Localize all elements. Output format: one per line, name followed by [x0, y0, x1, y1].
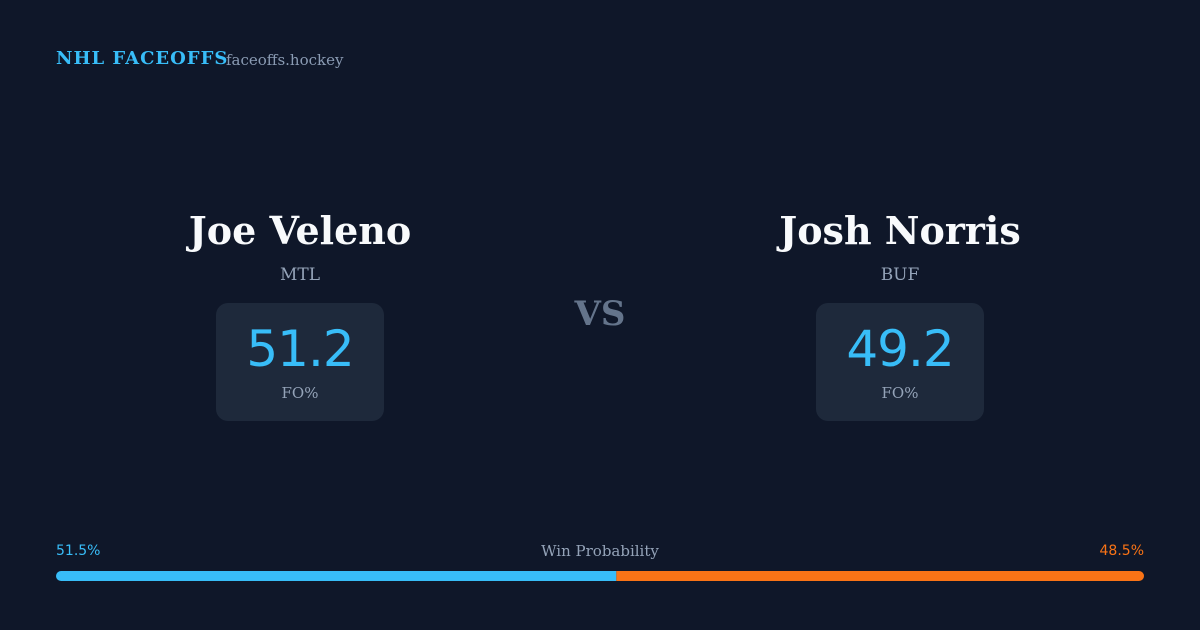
stat-value: 49.2	[846, 320, 954, 378]
player-name: Josh Norris	[779, 208, 1021, 253]
brand-title: NHL FACEOFFS	[56, 48, 229, 69]
player-card: Josh Norris BUF 49.2 FO%	[700, 205, 1100, 421]
player-name: Joe Veleno	[188, 208, 412, 253]
stat-box: 49.2 FO%	[816, 303, 984, 421]
win-label: 48.5%	[1099, 543, 1144, 559]
player-card: Joe Veleno MTL 51.2 FO%	[100, 205, 500, 421]
versus: VS	[574, 294, 626, 334]
stat-label: FO%	[281, 384, 319, 402]
team: MTL	[279, 265, 321, 285]
team: BUF	[880, 265, 920, 285]
stat-label: FO%	[881, 384, 919, 402]
stat-box: 51.2 FO%	[216, 303, 384, 421]
win-segment	[616, 571, 1144, 581]
win-bar	[56, 571, 1144, 581]
win-segment	[56, 571, 617, 581]
site-name: faceoffs.hockey	[226, 51, 344, 69]
stat-value: 51.2	[246, 320, 354, 378]
win-title: Win Probability	[541, 542, 659, 560]
win-label: 51.5%	[56, 543, 101, 559]
